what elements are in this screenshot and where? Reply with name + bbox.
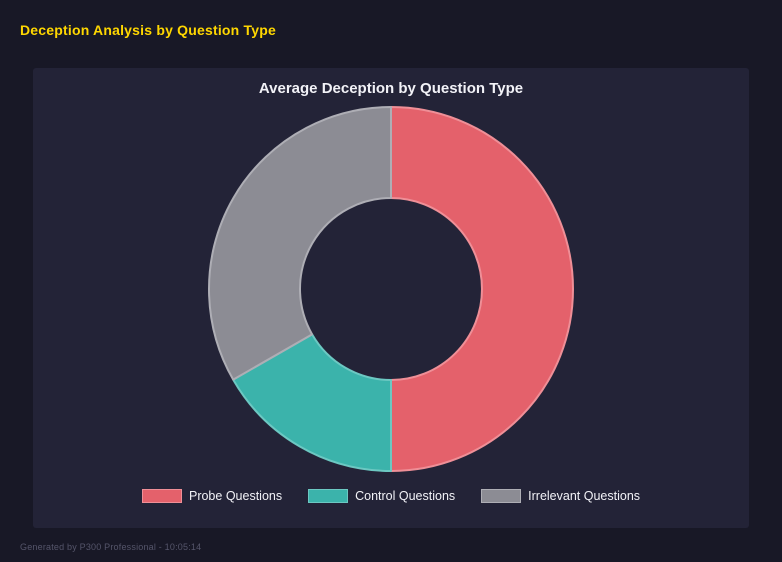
donut-slice-0[interactable]: [390, 106, 574, 472]
chart-title: Average Deception by Question Type: [258, 80, 524, 97]
chart-panel: Average Deception by Question Type Probe…: [33, 68, 749, 528]
donut-chart-svg[interactable]: [203, 101, 579, 477]
donut-slice-2[interactable]: [208, 106, 392, 381]
footer-text: Generated by P300 Professional - 10:05:1…: [20, 542, 202, 552]
donut-chart[interactable]: [203, 101, 579, 477]
legend-label-control: Control Questions: [355, 489, 456, 503]
legend-item-control[interactable]: Control Questions: [308, 489, 455, 503]
legend-label-irrelevant: Irrelevant Questions: [528, 489, 641, 503]
legend-swatch-control: [308, 489, 349, 503]
legend-swatch-irrelevant: [481, 489, 522, 503]
legend-label-probe: Probe Questions: [188, 489, 283, 503]
legend-swatch-probe: [141, 489, 182, 503]
legend-item-irrelevant[interactable]: Irrelevant Questions: [481, 489, 640, 503]
chart-legend: Probe Questions Control Questions Irrele…: [141, 489, 640, 503]
legend-item-probe[interactable]: Probe Questions: [141, 489, 283, 503]
page-title: Deception Analysis by Question Type: [20, 22, 276, 38]
